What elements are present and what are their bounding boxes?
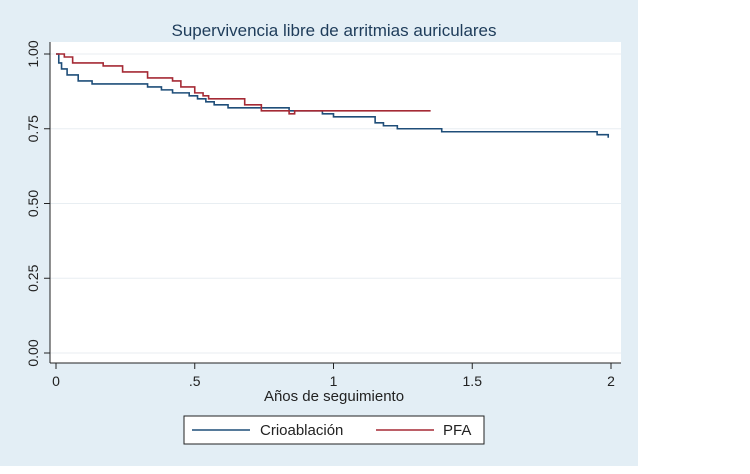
x-tick-label: 1.5 [463,373,483,389]
x-tick-label: 1 [330,373,338,389]
y-tick-label: 1.00 [25,40,41,67]
chart-title: Supervivencia libre de arritmias auricul… [171,21,496,40]
legend-label-1: Crioablación [260,422,343,439]
x-axis-label: Años de seguimiento [264,388,404,405]
series-lines [56,53,610,138]
y-tick-label: 0.75 [25,115,41,142]
y-tick-label: 0.50 [25,190,41,217]
legend: Crioablación PFA [183,415,485,445]
x-tick-label: .5 [189,373,201,389]
x-tick-label: 0 [52,373,60,389]
x-tick-label: 2 [607,373,615,389]
series-line-2 [56,53,431,115]
legend-label-2: PFA [443,422,471,439]
y-tick-label: 0.00 [25,339,41,366]
y-tick-label: 0.25 [25,264,41,291]
series-line-1 [56,53,610,138]
plot-area [50,42,621,363]
axes: 0.00 0.25 0.50 0.75 1.00 0 .5 1 1.5 2 [25,40,621,389]
grid-lines [50,53,621,354]
